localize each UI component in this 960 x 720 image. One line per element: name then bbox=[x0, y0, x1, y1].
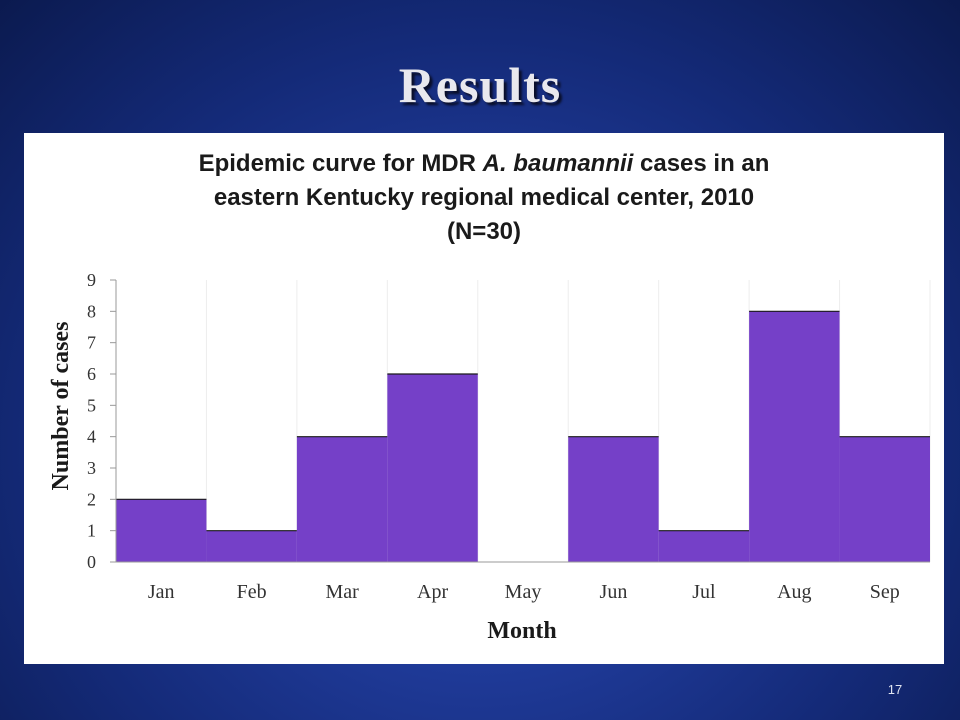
chart-title: Epidemic curve for MDR A. baumannii case… bbox=[24, 147, 944, 249]
y-tick-label: 1 bbox=[87, 521, 96, 541]
y-axis-label: Number of cases bbox=[48, 322, 74, 491]
chart-title-line-3: (N=30) bbox=[446, 218, 522, 245]
y-tick-label: 5 bbox=[87, 395, 96, 415]
bar-jul bbox=[658, 530, 750, 562]
y-tick-label: 7 bbox=[87, 333, 96, 353]
bar-jun bbox=[568, 436, 659, 562]
bar-jan bbox=[116, 499, 207, 562]
x-tick-label: Jan bbox=[148, 581, 175, 603]
y-tick-label: 6 bbox=[87, 364, 96, 384]
chart-title-part-after: cases in an bbox=[633, 150, 770, 177]
bar-aug bbox=[749, 311, 840, 562]
axes bbox=[110, 279, 930, 563]
y-tick-label: 2 bbox=[87, 489, 96, 509]
y-tick-label: 3 bbox=[87, 458, 96, 478]
chart-panel: Epidemic curve for MDR A. baumannii case… bbox=[24, 133, 944, 664]
y-tick-label: 8 bbox=[87, 301, 96, 321]
epidemic-curve-chart: 0 1 2 3 4 5 6 7 8 9 Jan Feb Mar Apr May Jun Jul Aug Sep M… bbox=[48, 270, 931, 644]
chart-title-organism: A. baumannii bbox=[482, 150, 634, 177]
x-tick-label: Jun bbox=[600, 581, 628, 603]
bar-sep bbox=[839, 436, 930, 562]
x-tick-label: Mar bbox=[325, 581, 359, 603]
y-tick-label: 0 bbox=[87, 552, 96, 572]
y-tick-label: 9 bbox=[87, 270, 96, 290]
x-tick-label: Aug bbox=[777, 581, 811, 603]
x-tick-label: Jul bbox=[692, 581, 716, 603]
x-tick-label: Apr bbox=[417, 581, 448, 603]
bar-mar bbox=[296, 436, 388, 562]
x-tick-label: May bbox=[505, 581, 542, 603]
chart-title-line-1: Epidemic curve for MDR A. baumannii case… bbox=[24, 147, 944, 181]
chart-title-line-2: eastern Kentucky regional medical center… bbox=[213, 184, 755, 211]
y-tick-label: 4 bbox=[87, 427, 96, 447]
x-axis-label: Month bbox=[487, 618, 556, 644]
x-tick-labels: Jan Feb Mar Apr May Jun Jul Aug Sep bbox=[148, 581, 900, 603]
bar-feb bbox=[206, 530, 297, 562]
x-tick-label: Sep bbox=[870, 581, 900, 603]
bars bbox=[116, 310, 930, 562]
slide-title: Results bbox=[398, 57, 562, 113]
y-tick-labels: 0 1 2 3 4 5 6 7 8 9 bbox=[87, 270, 96, 572]
chart-title-part-before: Epidemic curve for MDR bbox=[198, 150, 483, 177]
x-tick-label: Feb bbox=[237, 581, 267, 603]
bar-apr bbox=[387, 374, 478, 562]
page-number: 17 bbox=[887, 682, 903, 697]
